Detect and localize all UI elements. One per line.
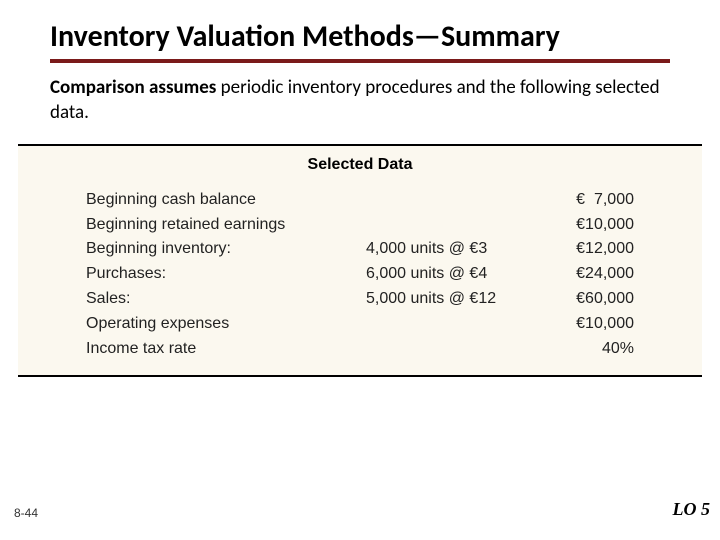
row-value: €12,000 [536, 237, 634, 262]
title-underline [50, 59, 670, 63]
row-value: €24,000 [536, 262, 634, 287]
table-row: Sales: 5,000 units @ €12 €60,000 [86, 287, 634, 312]
subtitle: Comparison assumes periodic inventory pr… [50, 75, 670, 126]
row-label: Sales: [86, 287, 366, 312]
subtitle-bold: Comparison assumes [50, 76, 216, 99]
row-label: Operating expenses [86, 312, 366, 337]
row-mid: 5,000 units @ €12 [366, 287, 536, 312]
row-mid [366, 337, 536, 362]
row-label: Beginning inventory: [86, 237, 366, 262]
page-title: Inventory Valuation Methods—Summary [50, 20, 670, 55]
selected-data-heading: Selected Data [18, 156, 702, 174]
row-value: €10,000 [536, 312, 634, 337]
row-mid [366, 188, 536, 213]
row-label: Income tax rate [86, 337, 366, 362]
table-row: Operating expenses €10,000 [86, 312, 634, 337]
table-row: Purchases: 6,000 units @ €4 €24,000 [86, 262, 634, 287]
table-row: Beginning inventory: 4,000 units @ €3 €1… [86, 237, 634, 262]
row-label: Beginning retained earnings [86, 213, 366, 238]
row-mid: 6,000 units @ €4 [366, 262, 536, 287]
table-row: Income tax rate 40% [86, 337, 634, 362]
learning-objective: LO 5 [673, 499, 711, 520]
title-block: Inventory Valuation Methods—Summary [50, 20, 670, 55]
row-label: Beginning cash balance [86, 188, 366, 213]
row-value: 40% [536, 337, 634, 362]
row-value: € 7,000 [536, 188, 634, 213]
row-mid: 4,000 units @ €3 [366, 237, 536, 262]
row-label: Purchases: [86, 262, 366, 287]
page-number: 8-44 [14, 506, 38, 520]
selected-data-rows: Beginning cash balance € 7,000 Beginning… [18, 188, 702, 362]
row-value: €10,000 [536, 213, 634, 238]
selected-data-panel: Selected Data Beginning cash balance € 7… [18, 144, 702, 378]
row-mid [366, 213, 536, 238]
slide: Inventory Valuation Methods—Summary Comp… [0, 0, 720, 540]
table-row: Beginning cash balance € 7,000 [86, 188, 634, 213]
row-mid [366, 312, 536, 337]
row-value: €60,000 [536, 287, 634, 312]
table-row: Beginning retained earnings €10,000 [86, 213, 634, 238]
